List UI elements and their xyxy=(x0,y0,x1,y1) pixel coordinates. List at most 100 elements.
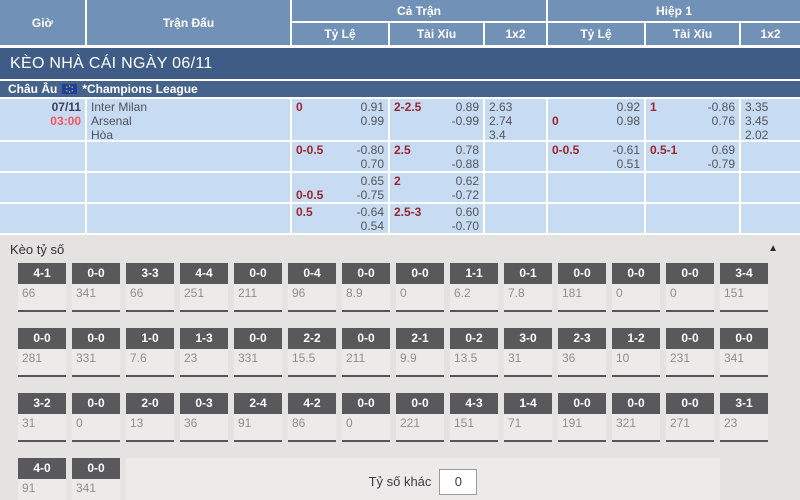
odds-cell-half-handicap[interactable] xyxy=(548,173,644,202)
score-box[interactable]: 1-1 6.2 xyxy=(450,263,498,312)
score-box[interactable]: 2-4 91 xyxy=(234,393,282,442)
score-box[interactable]: 0-0 331 xyxy=(234,328,282,377)
odds-cell-half-1x2[interactable] xyxy=(741,173,800,202)
score-box[interactable]: 0-0 281 xyxy=(18,328,66,377)
score-odd: 331 xyxy=(72,349,120,377)
score-label: 4-2 xyxy=(288,393,336,414)
score-box[interactable]: 1-0 7.6 xyxy=(126,328,174,377)
score-odd: 8.9 xyxy=(342,284,390,312)
score-box[interactable]: 0-0 331 xyxy=(72,328,120,377)
score-box[interactable]: 0-0 0 xyxy=(612,263,660,312)
score-label: 1-4 xyxy=(504,393,552,414)
odds-cell-half-handicap[interactable]: 0.92 0 0.98 xyxy=(548,99,644,140)
score-box[interactable]: 4-2 86 xyxy=(288,393,336,442)
score-box[interactable]: 4-1 66 xyxy=(18,263,66,312)
col-header-overunder-half: Tài Xỉu xyxy=(646,23,739,45)
score-label: 4-0 xyxy=(18,458,66,479)
odds-cell-half-total[interactable]: 1 -0.86 0.76 xyxy=(646,99,739,140)
odds-cell-full-1x2[interactable] xyxy=(485,173,546,202)
odds-cell-full-total[interactable]: 2.5-3 0.60 -0.70 xyxy=(390,204,483,233)
score-box[interactable]: 3-3 66 xyxy=(126,263,174,312)
odds-cell-half-total[interactable] xyxy=(646,173,739,202)
score-odd: 31 xyxy=(504,349,552,377)
other-score-input[interactable]: 0 xyxy=(439,468,478,495)
score-box[interactable]: 1-4 71 xyxy=(504,393,552,442)
score-box[interactable]: 2-2 15.5 xyxy=(288,328,336,377)
odds-cell-full-1x2[interactable]: 2.63 2.74 3.4 xyxy=(485,99,546,140)
score-odd: 321 xyxy=(612,414,660,442)
score-box[interactable]: 2-3 36 xyxy=(558,328,606,377)
score-box[interactable]: 0-0 341 xyxy=(720,328,768,377)
score-box[interactable]: 2-1 9.9 xyxy=(396,328,444,377)
odds-line: 2.5 0.78 xyxy=(394,143,479,157)
score-box[interactable]: 0-0 321 xyxy=(612,393,660,442)
other-score-box: Tỷ số khác 0 xyxy=(126,458,720,500)
odds-line: 0.5-1 0.69 xyxy=(650,143,735,157)
odds-line: 1 -0.86 xyxy=(650,100,735,114)
odds-cell-half-total[interactable]: 0.5-1 0.69 -0.79 xyxy=(646,142,739,171)
odds-value: 0.69 xyxy=(711,143,735,157)
odds-line: 0.51 xyxy=(552,157,640,171)
odds-cell-full-handicap[interactable]: 0 0.91 0.99 xyxy=(292,99,388,140)
score-label: 2-3 xyxy=(558,328,606,349)
score-label: 2-0 xyxy=(126,393,174,414)
score-box[interactable]: 3-0 31 xyxy=(504,328,552,377)
league-bar: Châu Âu *Champions League xyxy=(0,81,800,97)
odds-cell-full-total[interactable]: 2.5 0.78 -0.88 xyxy=(390,142,483,171)
score-odd: 251 xyxy=(180,284,228,312)
score-box[interactable]: 1-3 23 xyxy=(180,328,228,377)
score-box[interactable]: 0-0 341 xyxy=(72,458,120,500)
odds-line: 0-0.5 -0.80 xyxy=(296,143,384,157)
score-box[interactable]: 1-2 10 xyxy=(612,328,660,377)
odds-cell-full-total[interactable]: 2-2.5 0.89 -0.99 xyxy=(390,99,483,140)
odds-cell-full-1x2[interactable] xyxy=(485,204,546,233)
odds-value: 0.92 xyxy=(616,100,640,114)
score-box[interactable]: 0-0 341 xyxy=(72,263,120,312)
score-box[interactable]: 0-0 211 xyxy=(342,328,390,377)
score-box[interactable]: 0-0 271 xyxy=(666,393,714,442)
score-box[interactable]: 4-3 151 xyxy=(450,393,498,442)
score-box[interactable]: 0-1 7.8 xyxy=(504,263,552,312)
score-label: 0-0 xyxy=(666,393,714,414)
collapse-arrow-icon[interactable]: ▲ xyxy=(768,243,778,254)
score-box[interactable]: 0-0 211 xyxy=(234,263,282,312)
score-box[interactable]: 0-2 13.5 xyxy=(450,328,498,377)
odds-cell-half-handicap[interactable]: 0-0.5 -0.61 0.51 xyxy=(548,142,644,171)
odds-cell-half-total[interactable] xyxy=(646,204,739,233)
score-box[interactable]: 0-0 221 xyxy=(396,393,444,442)
odds-value: 0.60 xyxy=(455,205,479,219)
score-box[interactable]: 3-1 23 xyxy=(720,393,768,442)
odds-cell-half-1x2[interactable] xyxy=(741,204,800,233)
odds-cell-half-handicap[interactable] xyxy=(548,204,644,233)
score-box[interactable]: 0-0 0 xyxy=(72,393,120,442)
odds-cell-full-1x2[interactable] xyxy=(485,142,546,171)
score-odd: 0 xyxy=(72,414,120,442)
odds-cell-full-handicap[interactable]: 0-0.5 -0.80 0.70 xyxy=(292,142,388,171)
odds-cell-half-1x2[interactable] xyxy=(741,142,800,171)
score-box[interactable]: 4-4 251 xyxy=(180,263,228,312)
odds-cell-full-handicap[interactable]: 0.5 -0.64 0.54 xyxy=(292,204,388,233)
odds-cell-full-handicap[interactable]: 0.65 0-0.5 -0.75 xyxy=(292,173,388,202)
score-box[interactable]: 0-0 181 xyxy=(558,263,606,312)
score-label: 0-0 xyxy=(342,263,390,284)
score-box[interactable]: 3-2 31 xyxy=(18,393,66,442)
score-odd: 181 xyxy=(558,284,606,312)
score-box[interactable]: 0-0 0 xyxy=(342,393,390,442)
score-box[interactable]: 2-0 13 xyxy=(126,393,174,442)
odds-cell-full-total[interactable]: 2 0.62 -0.72 xyxy=(390,173,483,202)
score-box[interactable]: 0-0 8.9 xyxy=(342,263,390,312)
score-box[interactable]: 0-0 191 xyxy=(558,393,606,442)
score-box[interactable]: 0-4 96 xyxy=(288,263,336,312)
score-box[interactable]: 0-0 231 xyxy=(666,328,714,377)
odds-row: 07/11 03:00 Inter Milan Arsenal Hòa 0 0.91 0.99… xyxy=(0,99,800,140)
odds-cell-half-1x2[interactable]: 3.35 3.45 2.02 xyxy=(741,99,800,140)
odds-value: -0.64 xyxy=(356,205,384,219)
col-header-handicap-full: Tỷ Lệ xyxy=(292,23,388,45)
score-label: 0-0 xyxy=(72,393,120,414)
score-label: 4-3 xyxy=(450,393,498,414)
score-box[interactable]: 4-0 91 xyxy=(18,458,66,500)
score-box[interactable]: 3-4 151 xyxy=(720,263,768,312)
score-box[interactable]: 0-3 36 xyxy=(180,393,228,442)
score-box[interactable]: 0-0 0 xyxy=(396,263,444,312)
score-box[interactable]: 0-0 0 xyxy=(666,263,714,312)
